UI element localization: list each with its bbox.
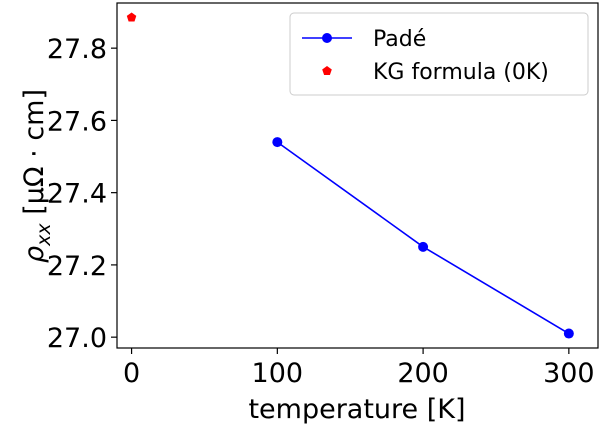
y-axis-label-symbol: ρ [19, 246, 50, 263]
legend-marker-pade [322, 33, 332, 43]
legend-box [289, 12, 589, 96]
series-line-0 [276, 141, 570, 335]
y-tick-label: 27.4 [47, 179, 107, 210]
y-tick-label: 27.8 [47, 34, 107, 65]
series-0-point [272, 137, 283, 148]
series-0-point [418, 241, 429, 252]
x-tick-label: 300 [543, 358, 595, 389]
y-tick-label: 27.2 [47, 251, 107, 282]
ticks: 0 100 200 300 27.0 27.2 27.4 27.6 27.8 [47, 34, 595, 389]
plot-area [116, 2, 599, 349]
y-tick-label: 27.6 [47, 106, 107, 137]
legend: Padé KG formula (0K) [289, 12, 589, 96]
y-axis-label-unit: [μΩ · cm] [19, 89, 50, 223]
series-group [126, 12, 574, 339]
y-axis-label: ρxx [μΩ · cm] [19, 89, 55, 263]
x-axis-label: temperature [K] [248, 394, 465, 425]
y-axis-label-subscript: xx [33, 223, 55, 247]
x-tick-label: 200 [397, 358, 449, 389]
legend-marker-kg [322, 66, 332, 75]
series-0-point [563, 328, 574, 339]
legend-label-pade: Padé [373, 27, 426, 52]
x-tick-label: 0 [123, 358, 140, 389]
legend-label-kg: KG formula (0K) [373, 60, 549, 85]
x-tick-label: 100 [252, 358, 304, 389]
y-tick-label: 27.0 [47, 323, 107, 354]
series-1-point [126, 12, 137, 22]
